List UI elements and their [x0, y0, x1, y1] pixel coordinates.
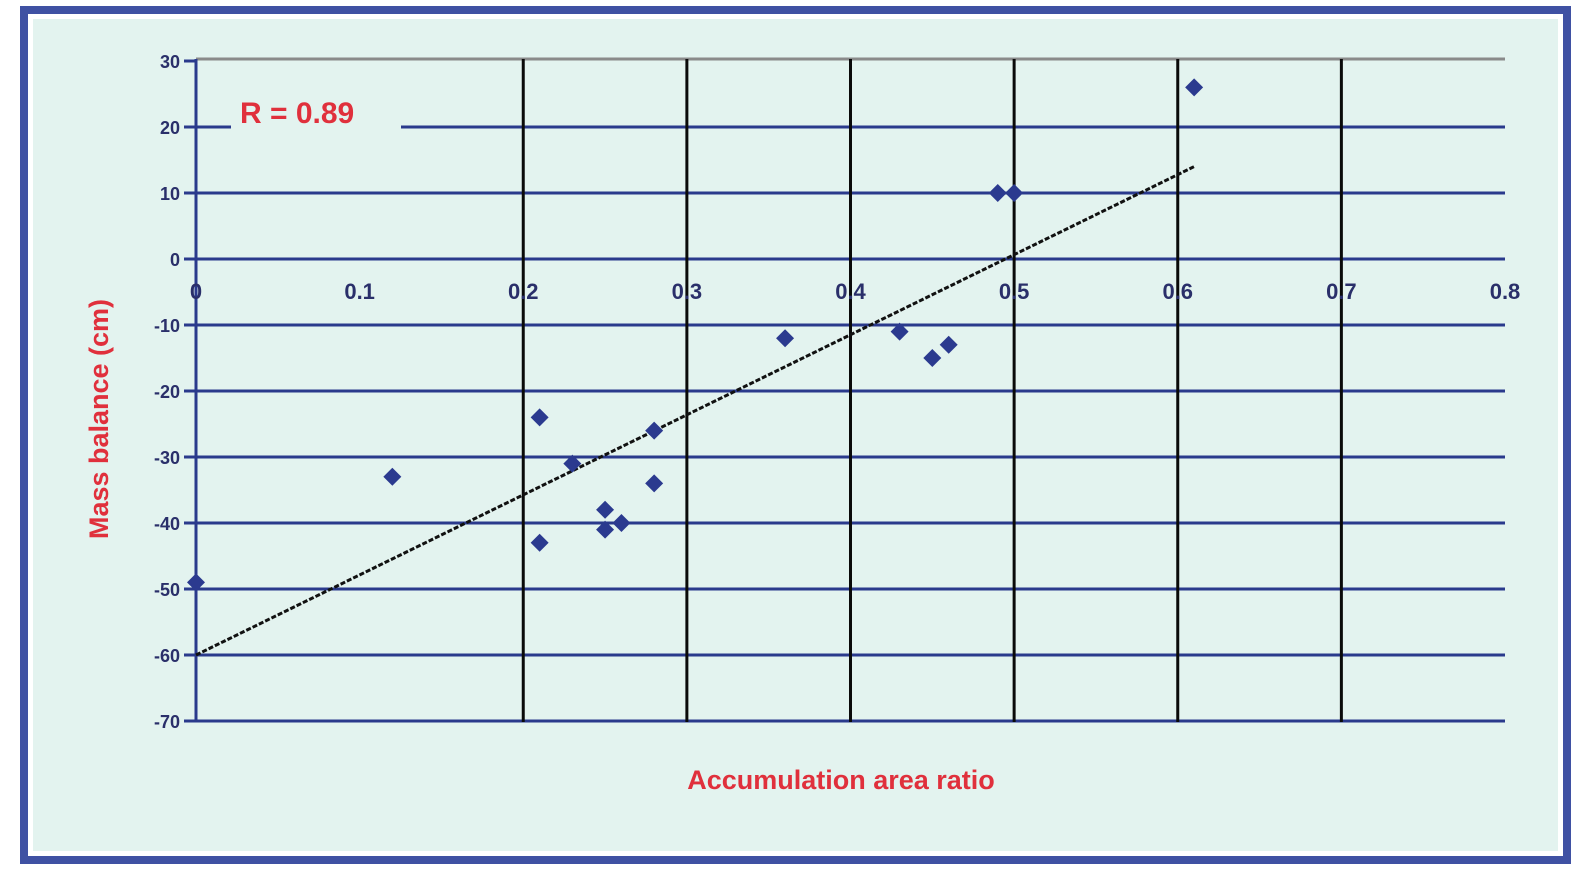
x-tick-label: 0.1 [344, 279, 375, 304]
x-tick-label: 0 [190, 279, 202, 304]
data-points [187, 78, 1204, 592]
data-point [1185, 78, 1204, 97]
x-tick-label: 0.6 [1162, 279, 1193, 304]
x-tick-label: 0.4 [835, 279, 866, 304]
trendline [195, 165, 1195, 657]
y-axis-label: Mass balance (cm) [84, 299, 114, 539]
data-point [530, 533, 549, 552]
data-point [645, 474, 664, 493]
data-point [776, 329, 795, 348]
data-point [923, 349, 942, 367]
y-tick-label: -10 [154, 316, 180, 336]
data-point [1005, 184, 1024, 202]
tick-labels: 0 0.1 0.2 0.3 0.4 0.5 0.6 0.7 0.8 30 20 10 0 -10 -20 -3… [154, 52, 1520, 732]
data-point [645, 421, 664, 440]
y-tick-label: 10 [160, 184, 180, 204]
grid [196, 57, 1505, 723]
data-point [530, 408, 549, 427]
data-point [596, 520, 615, 539]
y-tick-label: -40 [154, 514, 180, 534]
data-point [939, 335, 958, 354]
data-point [187, 573, 205, 592]
y-tick-label: 0 [170, 250, 180, 270]
annotation-background [231, 87, 401, 135]
labels: R = 0.89 Accumulation area ratio Mass ba… [84, 87, 995, 795]
chart-frame-inner: 0 0.1 0.2 0.3 0.4 0.5 0.6 0.7 0.8 30 20 10 0 -10 -20 -3… [28, 14, 1563, 856]
y-tick-label: 20 [160, 118, 180, 138]
data-point [563, 454, 582, 473]
data-point [612, 514, 631, 532]
y-tick-label: -30 [154, 448, 180, 468]
plot-background: 0 0.1 0.2 0.3 0.4 0.5 0.6 0.7 0.8 30 20 10 0 -10 -20 -3… [33, 19, 1558, 851]
x-tick-label: 0.3 [672, 279, 703, 304]
x-tick-label: 0.5 [999, 279, 1030, 304]
x-axis-label: Accumulation area ratio [687, 765, 995, 795]
y-tick-label: -20 [154, 382, 180, 402]
y-tick-label: -60 [154, 646, 180, 666]
x-tick-label: 0.8 [1490, 279, 1521, 304]
data-point [383, 467, 402, 486]
chart-frame: 0 0.1 0.2 0.3 0.4 0.5 0.6 0.7 0.8 30 20 10 0 -10 -20 -3… [20, 6, 1571, 864]
y-tick-label: -70 [154, 712, 180, 732]
data-point [890, 322, 909, 341]
data-point [596, 500, 615, 519]
correlation-annotation: R = 0.89 [240, 97, 354, 130]
y-tick-label: 30 [160, 52, 180, 72]
x-tick-label: 0.7 [1326, 279, 1357, 304]
trendline-group [195, 165, 1195, 657]
x-tick-label: 0.2 [508, 279, 539, 304]
axes [184, 59, 198, 723]
y-tick-label: -50 [154, 580, 180, 600]
data-point [988, 184, 1007, 202]
scatter-chart: 0 0.1 0.2 0.3 0.4 0.5 0.6 0.7 0.8 30 20 10 0 -10 -20 -3… [84, 52, 1520, 795]
